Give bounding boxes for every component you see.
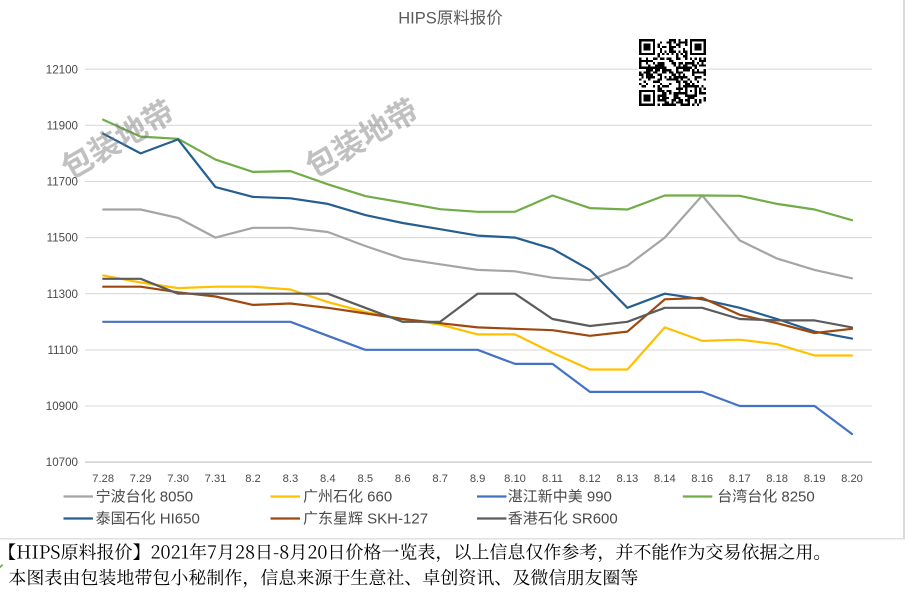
- svg-text:香港石化 SR600: 香港石化 SR600: [508, 508, 618, 529]
- svg-text:10900: 10900: [46, 400, 78, 413]
- svg-text:8.10: 8.10: [504, 473, 526, 485]
- svg-text:泰国石化 HI650: 泰国石化 HI650: [96, 508, 200, 529]
- svg-text:8.16: 8.16: [691, 473, 713, 485]
- svg-text:宁波台化 8050: 宁波台化 8050: [96, 486, 194, 507]
- svg-text:7.28: 7.28: [92, 473, 114, 485]
- svg-text:11700: 11700: [47, 176, 78, 189]
- svg-text:湛江新中美 990: 湛江新中美 990: [508, 486, 612, 507]
- svg-text:10700: 10700: [46, 456, 78, 469]
- svg-text:11900: 11900: [47, 119, 78, 132]
- svg-text:8.18: 8.18: [766, 473, 788, 485]
- svg-text:HIPS原料报价: HIPS原料报价: [398, 5, 503, 29]
- svg-text:8.6: 8.6: [395, 473, 411, 485]
- svg-text:8.5: 8.5: [358, 473, 374, 485]
- svg-text:7.30: 7.30: [167, 473, 189, 485]
- svg-text:11300: 11300: [47, 288, 78, 301]
- svg-text:【HIPS原料报价】2021年7月28日-8月20日价格一览: 【HIPS原料报价】2021年7月28日-8月20日价格一览表，以上信息仅作参考…: [0, 538, 831, 564]
- svg-text:12100: 12100: [46, 63, 78, 76]
- svg-text:8.11: 8.11: [542, 473, 563, 485]
- svg-text:8.19: 8.19: [804, 473, 826, 485]
- svg-text:8.20: 8.20: [841, 473, 863, 485]
- svg-text:广州石化 660: 广州石化 660: [303, 486, 392, 507]
- svg-text:8.14: 8.14: [654, 473, 676, 485]
- svg-text:11500: 11500: [47, 232, 78, 245]
- svg-text:广东星辉 SKH-127: 广东星辉 SKH-127: [303, 508, 428, 529]
- svg-text:8.17: 8.17: [729, 473, 751, 485]
- svg-text:8.12: 8.12: [579, 473, 601, 485]
- svg-text:8.4: 8.4: [320, 473, 336, 485]
- svg-text:8.9: 8.9: [470, 473, 486, 485]
- svg-text:7.31: 7.31: [205, 473, 227, 485]
- svg-text:本图表由包装地带包小秘制作，信息来源于生意社、卓创资讯、及微: 本图表由包装地带包小秘制作，信息来源于生意社、卓创资讯、及微信朋友圈等: [8, 564, 638, 589]
- svg-text:8.3: 8.3: [283, 473, 299, 485]
- svg-text:8.7: 8.7: [432, 473, 448, 485]
- svg-text:8.2: 8.2: [245, 473, 261, 485]
- svg-text:台湾台化 8250: 台湾台化 8250: [717, 486, 815, 507]
- svg-text:11100: 11100: [47, 344, 78, 357]
- svg-text:7.29: 7.29: [130, 473, 152, 485]
- svg-text:8.13: 8.13: [617, 473, 639, 485]
